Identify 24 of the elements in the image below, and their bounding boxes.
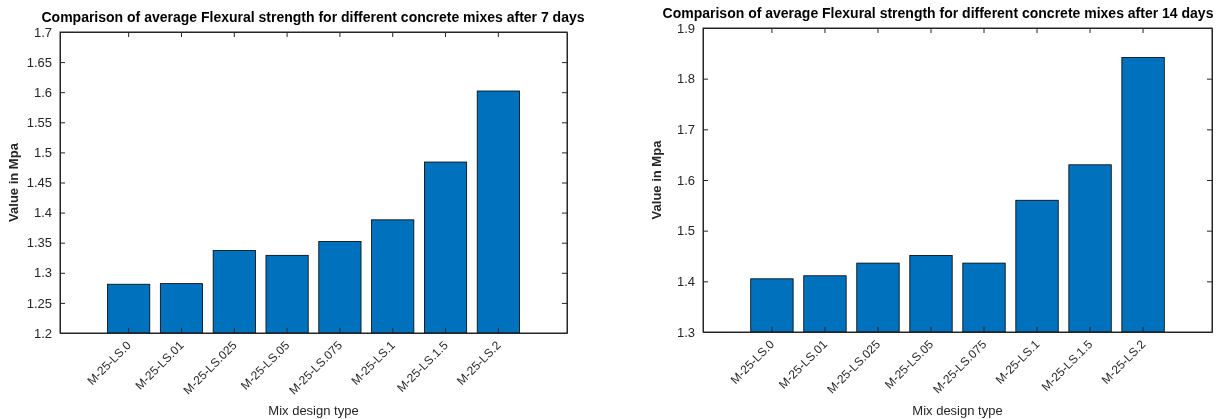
y-tick-label: 1.3 — [676, 324, 695, 340]
y-tick-label: 1.4 — [676, 273, 695, 289]
y-tick-label: 1.3 — [33, 265, 52, 281]
y-axis-title: Value in Mpa — [6, 142, 21, 222]
y-tick-label: 1.7 — [33, 24, 52, 40]
y-axis-title: Value in Mpa — [649, 139, 664, 220]
y-tick-label: 1.6 — [33, 84, 52, 100]
y-tick-label: 1.4 — [33, 205, 52, 221]
y-tick-label: 1.55 — [26, 114, 52, 130]
chart-title: Comparison of average Flexural strength for different concrete mixes after 14 days — [662, 5, 1214, 21]
y-tick-label: 1.65 — [26, 54, 52, 70]
y-tick-label: 1.8 — [676, 71, 695, 87]
y-tick-label: 1.35 — [26, 235, 52, 251]
y-tick-label: 1.45 — [26, 175, 52, 191]
x-axis-title: Mix design type — [912, 403, 1003, 418]
y-tick-label: 1.5 — [33, 145, 52, 161]
y-tick-label: 1.9 — [676, 20, 695, 36]
y-tick-label: 1.7 — [676, 121, 695, 137]
y-tick-label: 1.25 — [26, 295, 52, 311]
y-tick-label: 1.2 — [33, 325, 52, 341]
y-tick-label: 1.6 — [676, 172, 695, 188]
y-tick-label: 1.5 — [676, 223, 695, 239]
x-axis-title: Mix design type — [268, 403, 359, 418]
chart-title: Comparison of average Flexural strength for different concrete mixes after 7 days — [41, 9, 585, 25]
